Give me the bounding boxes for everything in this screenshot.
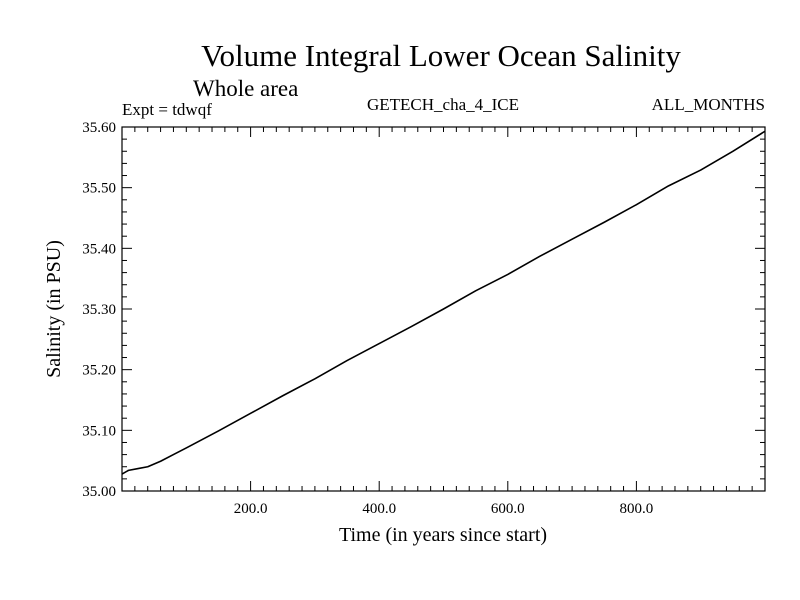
x-tick-label: 400.0 bbox=[362, 501, 396, 517]
y-tick-label: 35.00 bbox=[82, 484, 116, 500]
y-tick-label: 35.30 bbox=[82, 302, 116, 318]
y-axis: 35.00 35.10 35.20 35.30 35.40 35.50 35.60 bbox=[82, 120, 765, 500]
x-tick-label: 800.0 bbox=[620, 501, 654, 517]
y-tick-label: 35.50 bbox=[82, 181, 116, 197]
x-axis-label: Time (in years since start) bbox=[339, 524, 547, 546]
y-tick-label: 35.10 bbox=[82, 423, 116, 439]
y-axis-label: Salinity (in PSU) bbox=[43, 240, 65, 378]
header-right: ALL_MONTHS bbox=[652, 95, 765, 114]
y-tick-label: 35.40 bbox=[82, 241, 116, 257]
chart-subtitle: Whole area bbox=[193, 76, 298, 101]
chart-title: Volume Integral Lower Ocean Salinity bbox=[201, 38, 681, 73]
y-tick-label: 35.60 bbox=[82, 120, 116, 136]
x-tick-label: 600.0 bbox=[491, 501, 525, 517]
x-axis: 200.0 400.0 600.0 800.0 bbox=[121, 127, 766, 517]
series-line bbox=[121, 130, 766, 475]
header-left: Expt = tdwqf bbox=[122, 100, 212, 119]
header-center: GETECH_cha_4_ICE bbox=[367, 95, 519, 114]
y-tick-label: 35.20 bbox=[82, 363, 116, 379]
plot-frame bbox=[121, 126, 766, 492]
x-tick-label: 200.0 bbox=[234, 501, 268, 517]
